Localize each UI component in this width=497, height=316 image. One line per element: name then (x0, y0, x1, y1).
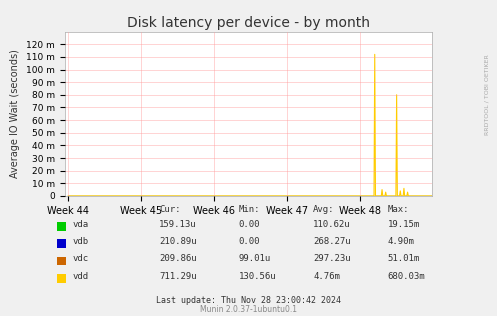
Text: Disk latency per device - by month: Disk latency per device - by month (127, 16, 370, 30)
Text: 268.27u: 268.27u (313, 237, 351, 246)
Text: Avg:: Avg: (313, 205, 334, 214)
Text: 209.86u: 209.86u (159, 254, 197, 263)
Text: 4.76m: 4.76m (313, 272, 340, 281)
Text: Cur:: Cur: (159, 205, 180, 214)
Text: 210.89u: 210.89u (159, 237, 197, 246)
Text: Min:: Min: (239, 205, 260, 214)
Y-axis label: Average IO Wait (seconds): Average IO Wait (seconds) (10, 49, 20, 178)
Text: 51.01m: 51.01m (388, 254, 420, 263)
Text: vdc: vdc (72, 254, 88, 263)
Text: Last update: Thu Nov 28 23:00:42 2024: Last update: Thu Nov 28 23:00:42 2024 (156, 296, 341, 305)
Text: vda: vda (72, 220, 88, 228)
Text: 680.03m: 680.03m (388, 272, 425, 281)
Text: vdd: vdd (72, 272, 88, 281)
Text: 159.13u: 159.13u (159, 220, 197, 228)
Text: 0.00: 0.00 (239, 220, 260, 228)
Text: Munin 2.0.37-1ubuntu0.1: Munin 2.0.37-1ubuntu0.1 (200, 305, 297, 314)
Text: 99.01u: 99.01u (239, 254, 271, 263)
Text: 297.23u: 297.23u (313, 254, 351, 263)
Text: RRDTOOL / TOBI OETIKER: RRDTOOL / TOBI OETIKER (485, 54, 490, 135)
Text: vdb: vdb (72, 237, 88, 246)
Text: 4.90m: 4.90m (388, 237, 414, 246)
Text: 0.00: 0.00 (239, 237, 260, 246)
Text: 130.56u: 130.56u (239, 272, 276, 281)
Text: 711.29u: 711.29u (159, 272, 197, 281)
Text: 19.15m: 19.15m (388, 220, 420, 228)
Text: 110.62u: 110.62u (313, 220, 351, 228)
Text: Max:: Max: (388, 205, 409, 214)
